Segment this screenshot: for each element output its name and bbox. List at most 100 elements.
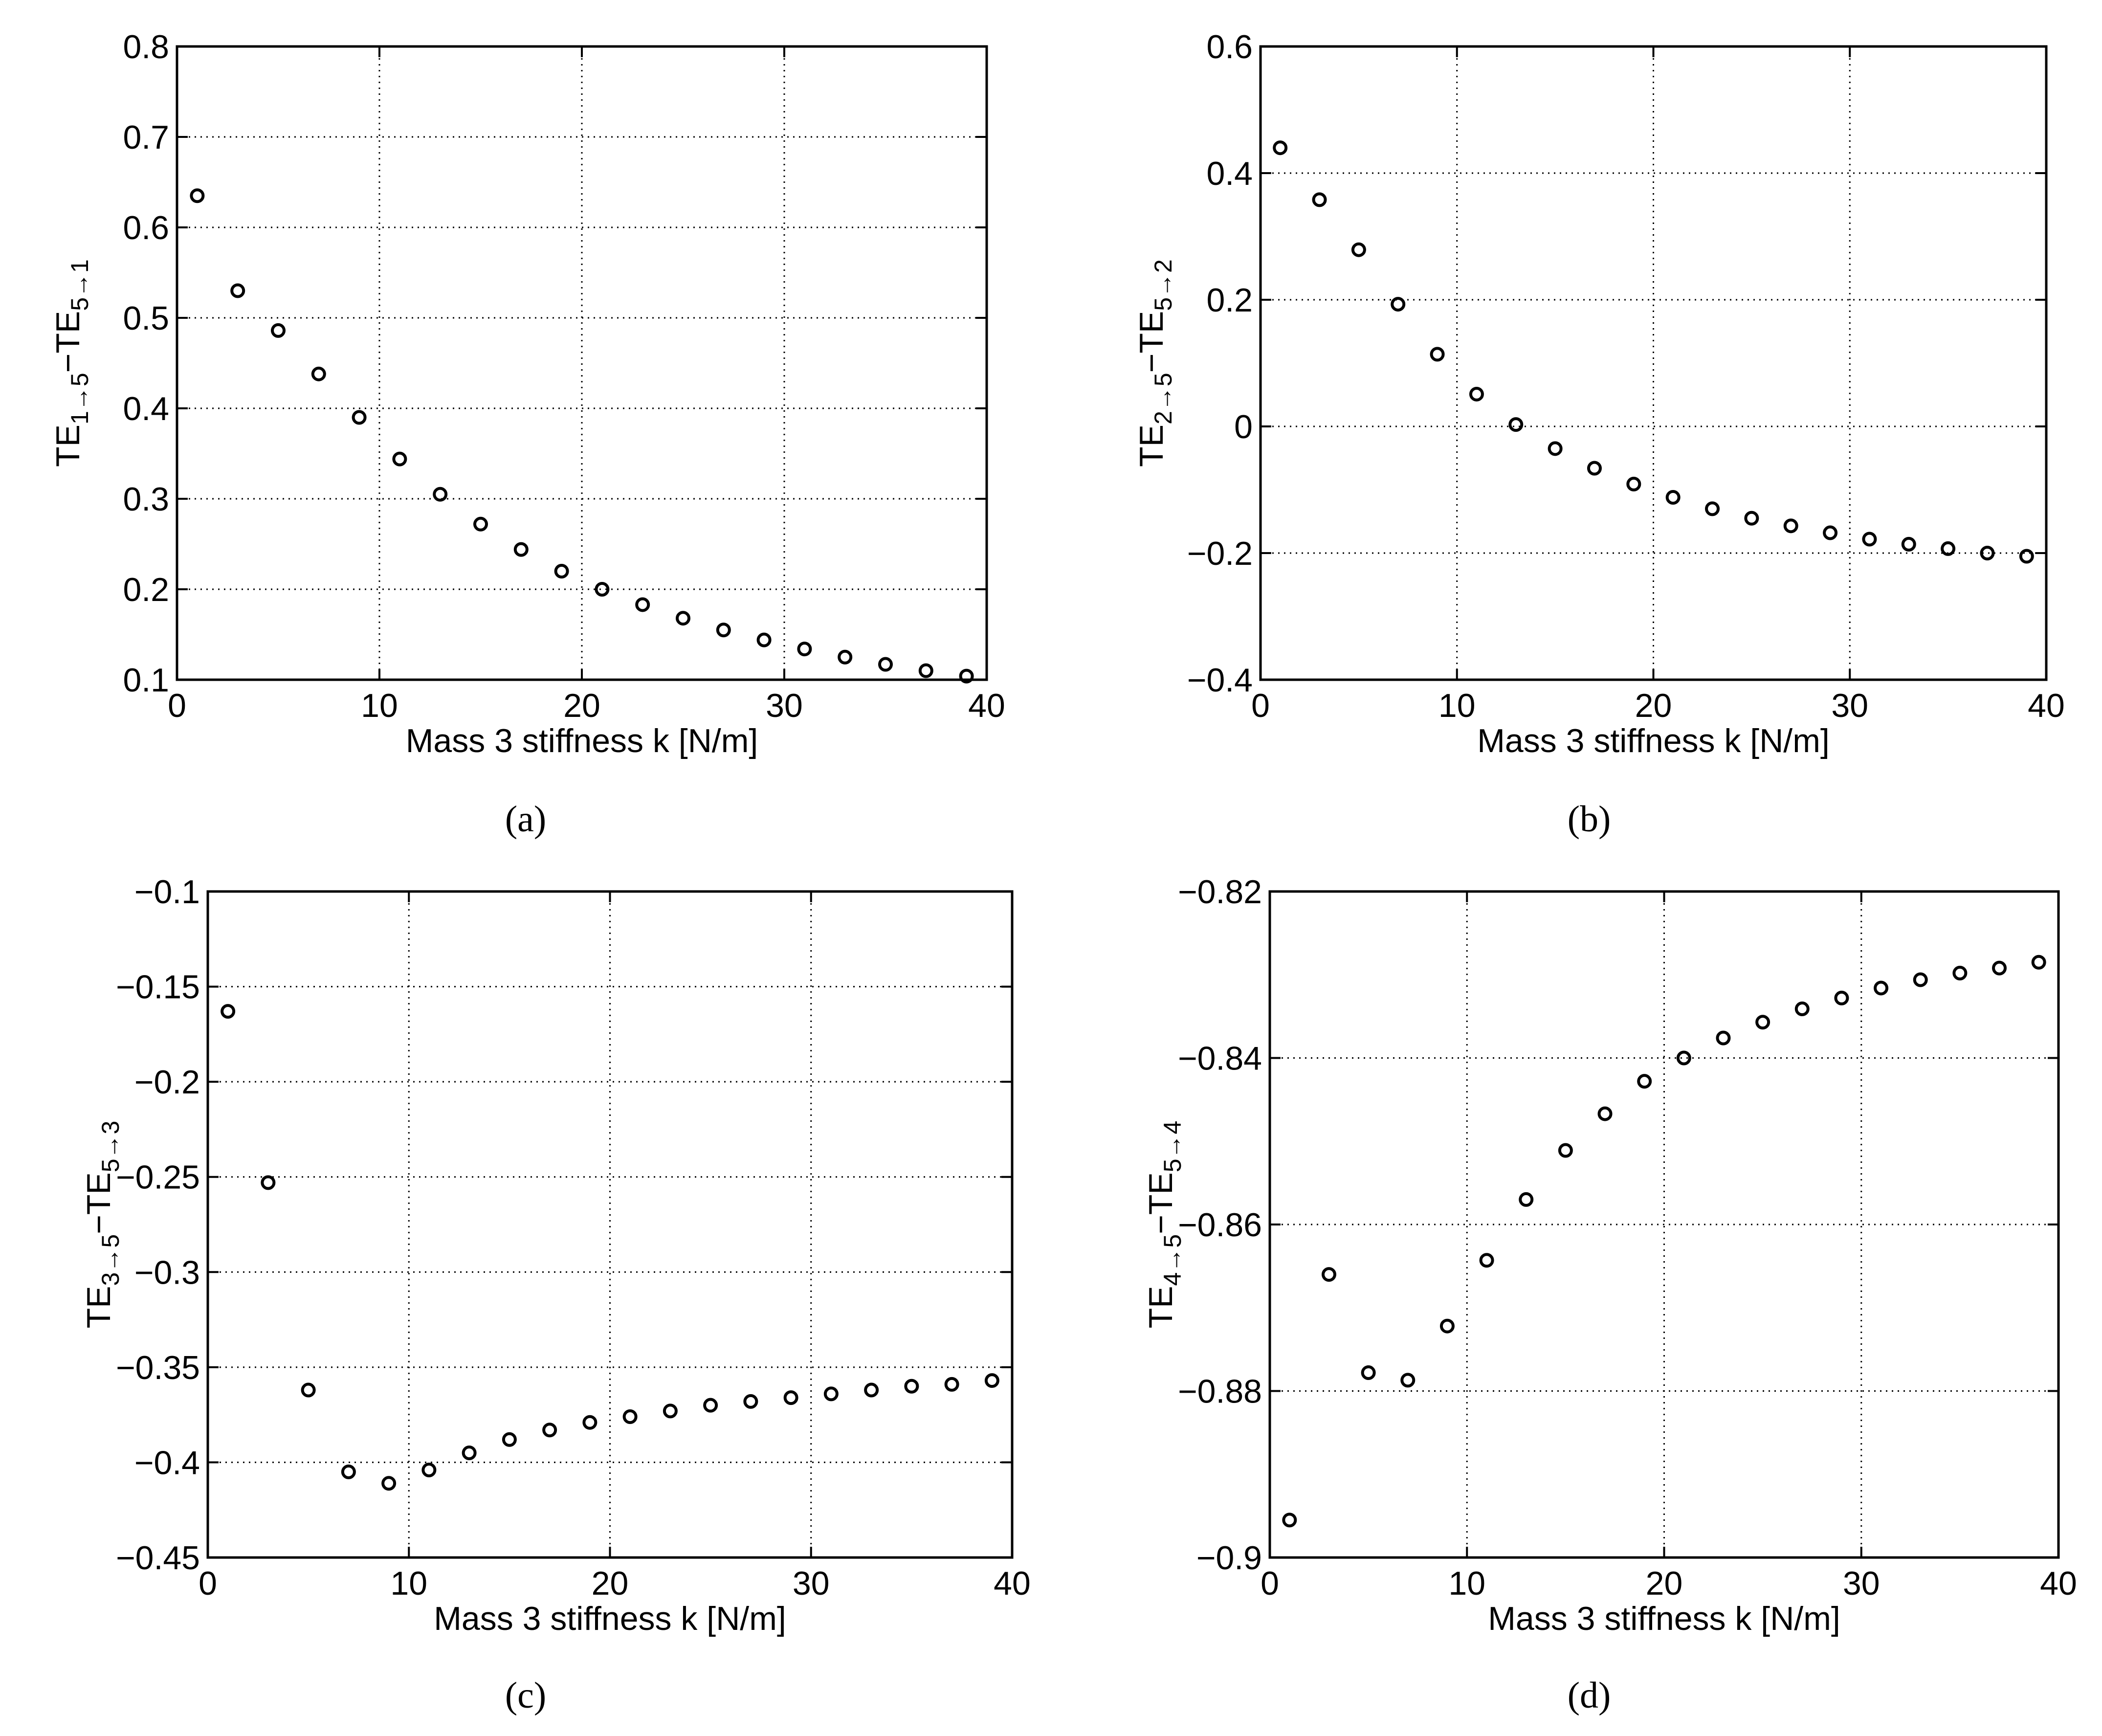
y-axis-label-base: TE — [49, 424, 87, 467]
data-point — [2019, 549, 2034, 564]
y-axis-label: TE4→5−TE5→4 — [1142, 1121, 1186, 1329]
y-axis-label-text: TE1→5−TE5→1 — [49, 259, 93, 467]
data-point — [1400, 1373, 1416, 1388]
data-point — [1391, 297, 1406, 312]
y-tick-label: −0.45 — [116, 1539, 200, 1577]
data-point — [716, 623, 731, 638]
data-point — [2031, 955, 2046, 970]
x-tick-label: 20 — [563, 687, 600, 724]
x-tick-label: 30 — [766, 687, 803, 724]
data-point — [1913, 972, 1928, 987]
data-point — [1508, 417, 1524, 432]
data-point — [392, 451, 407, 467]
y-tick-label: −0.25 — [116, 1159, 200, 1196]
data-point — [1834, 990, 1849, 1005]
data-point — [1519, 1192, 1534, 1207]
panel-caption: (a) — [505, 799, 546, 840]
plot-frame — [1259, 45, 2048, 681]
data-point — [595, 582, 610, 597]
data-point — [502, 1432, 517, 1447]
y-axis-label-base: TE — [1133, 424, 1170, 467]
y-axis-label-base: TE — [1142, 1286, 1179, 1328]
plot-frame — [1268, 890, 2060, 1559]
data-point — [1351, 242, 1366, 257]
y-tick-label: −0.15 — [116, 969, 200, 1006]
data-point — [1952, 965, 1968, 980]
data-point — [918, 663, 933, 678]
y-axis-label: TE2→5−TE5→2 — [1133, 259, 1177, 467]
data-point — [878, 657, 893, 672]
x-tick-label: 20 — [1646, 1565, 1683, 1602]
x-tick-label: 10 — [361, 687, 398, 724]
x-tick-label: 10 — [390, 1565, 427, 1602]
y-tick-label: −0.2 — [1187, 535, 1253, 572]
data-point — [433, 487, 448, 502]
y-tick-label: 0.5 — [123, 300, 169, 337]
data-point — [622, 1409, 638, 1424]
y-tick-label: −0.1 — [134, 873, 200, 911]
data-point — [676, 611, 690, 626]
y-axis-label-sub1: 3→5 — [97, 1234, 124, 1286]
x-axis-label: Mass 3 stiffness k [N/m] — [1488, 1600, 1840, 1637]
y-tick-label: −0.86 — [1178, 1206, 1262, 1244]
x-tick-label: 40 — [968, 687, 1005, 724]
y-axis-label-mid: −TE — [1133, 311, 1170, 373]
data-point — [703, 1398, 718, 1413]
data-point — [1439, 1318, 1455, 1334]
y-axis-label-mid: −TE — [80, 1172, 117, 1234]
data-point — [190, 188, 205, 203]
x-axis-label: Mass 3 stiffness k [N/m] — [434, 1600, 786, 1637]
data-point — [797, 642, 812, 657]
data-point — [1587, 461, 1602, 476]
x-tick-label: 40 — [2040, 1565, 2077, 1602]
data-point — [1874, 980, 1889, 996]
y-axis-label-sub1: 4→5 — [1159, 1234, 1186, 1286]
x-tick-label: 10 — [1448, 1565, 1485, 1602]
y-tick-label: −0.88 — [1178, 1373, 1262, 1410]
data-point — [271, 323, 286, 338]
y-axis-label-text: TE4→5−TE5→4 — [1142, 1121, 1186, 1329]
y-tick-label: 0.7 — [123, 119, 169, 156]
data-point — [1941, 541, 1956, 556]
data-point — [230, 283, 245, 298]
data-point — [1548, 441, 1563, 456]
data-point — [1312, 192, 1327, 207]
data-point — [864, 1382, 879, 1398]
y-axis-label-text: TE2→5−TE5→2 — [1133, 259, 1177, 467]
x-tick-label: 40 — [994, 1565, 1031, 1602]
y-axis-label-text: TE3→5−TE5→3 — [80, 1121, 124, 1329]
x-tick-label: 30 — [1831, 687, 1868, 724]
y-tick-label: 0.4 — [123, 390, 169, 427]
data-point — [352, 410, 367, 425]
y-tick-label: −0.4 — [134, 1444, 200, 1481]
y-axis-label: TE3→5−TE5→3 — [80, 1121, 124, 1329]
x-tick-label: 0 — [199, 1565, 217, 1602]
y-tick-label: −0.35 — [116, 1349, 200, 1386]
panel-caption: (c) — [505, 1675, 546, 1716]
x-tick-label: 30 — [793, 1565, 830, 1602]
y-tick-label: 0.4 — [1206, 155, 1253, 192]
data-point — [1273, 140, 1288, 156]
data-point — [1665, 490, 1681, 505]
y-axis-label-mid: −TE — [1142, 1172, 1179, 1234]
y-tick-label: −0.3 — [134, 1254, 200, 1291]
panel-c: 0 10 20 30 40 −0.45 −0.4 −0.35 −0.3 −0.25 −0.2 −0.1… — [80, 873, 1031, 1716]
data-point — [1794, 1002, 1810, 1017]
x-axis-label: Mass 3 stiffness k [N/m] — [1477, 722, 1829, 759]
data-point — [341, 1464, 356, 1479]
data-point — [944, 1377, 959, 1392]
data-point — [462, 1445, 477, 1460]
y-tick-label: 0 — [1234, 408, 1253, 445]
plot-frame — [176, 45, 988, 681]
data-point — [513, 542, 529, 557]
data-point — [1469, 386, 1484, 401]
data-point — [756, 632, 772, 647]
x-tick-label: 20 — [1635, 687, 1672, 724]
data-point — [1992, 960, 2007, 976]
data-point — [1705, 501, 1720, 516]
data-point — [1626, 476, 1641, 491]
data-point — [311, 366, 326, 381]
y-tick-label: 0.2 — [1206, 282, 1253, 319]
y-tick-label: 0.2 — [123, 571, 169, 608]
